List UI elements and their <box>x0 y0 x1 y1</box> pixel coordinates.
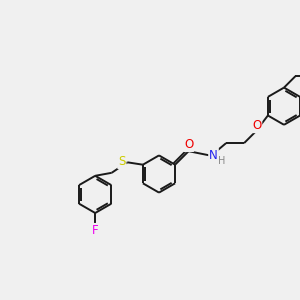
Text: F: F <box>92 224 98 237</box>
Text: H: H <box>218 156 225 166</box>
Text: N: N <box>209 148 218 162</box>
Text: S: S <box>118 155 126 168</box>
Text: O: O <box>252 119 261 132</box>
Text: O: O <box>184 138 193 151</box>
